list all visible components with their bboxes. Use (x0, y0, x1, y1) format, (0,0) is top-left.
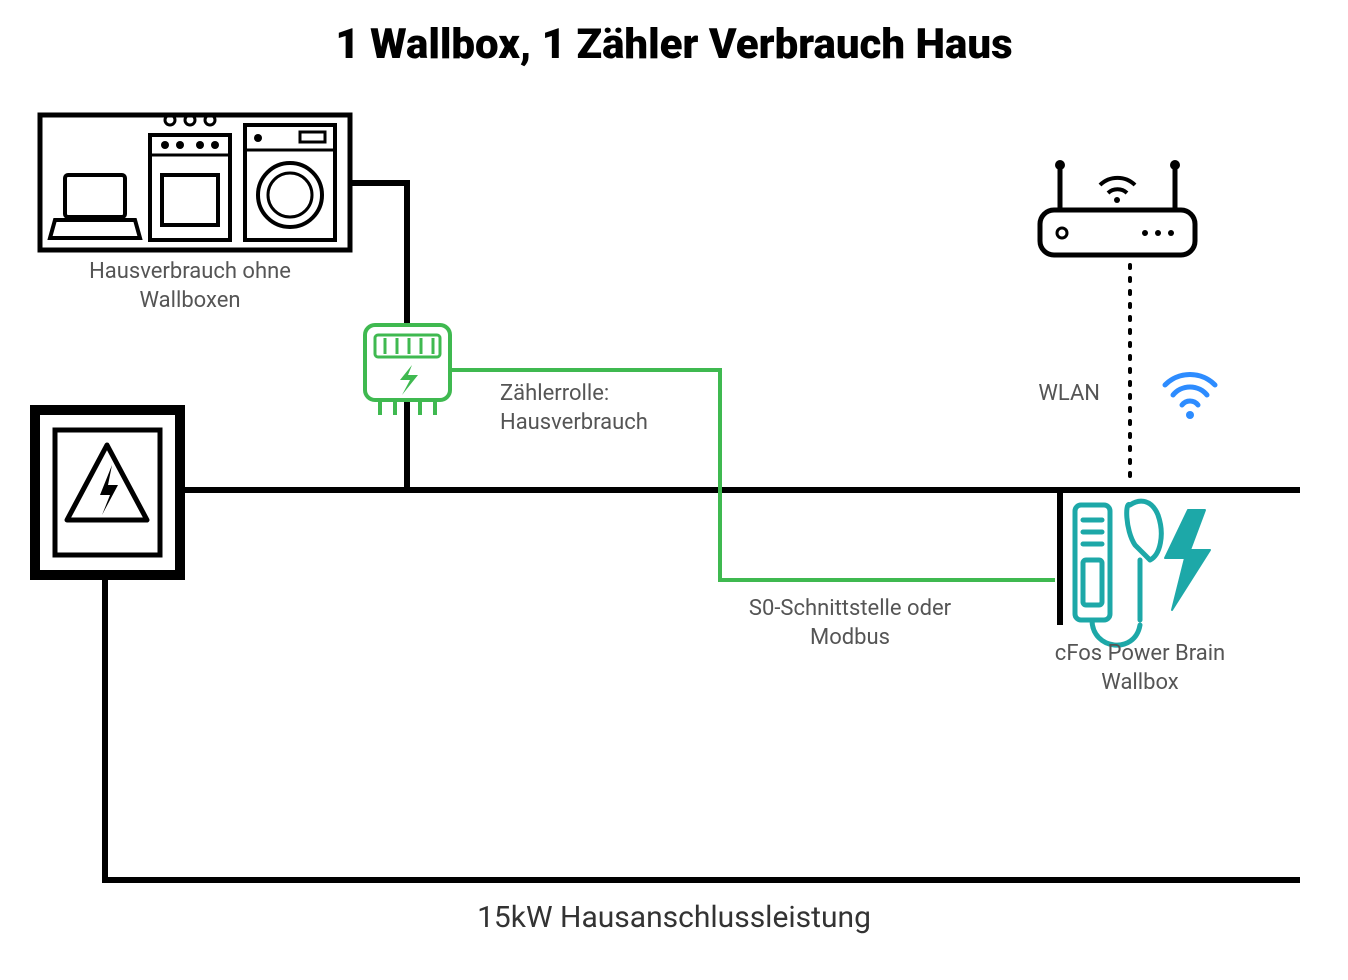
house-consumption-label: Hausverbrauch ohne Wallboxen (60, 258, 320, 315)
diagram-canvas (0, 0, 1348, 980)
interface-label: S0-Schnittstelle oder Modbus (720, 595, 980, 652)
junction-box-icon (35, 410, 180, 575)
connection-power-label: 15kW Hausanschlussleistung (0, 900, 1348, 935)
wlan-label: WLAN (1000, 380, 1100, 409)
wallbox-label: cFos Power Brain Wallbox (1035, 640, 1245, 697)
meter-role-label: Zählerrolle: Hausverbrauch (500, 380, 720, 437)
appliances-icon (40, 115, 350, 250)
router-icon (1040, 160, 1195, 255)
wallbox-icon (1075, 501, 1210, 645)
meter-icon (365, 325, 450, 415)
wifi-icon (1165, 374, 1215, 419)
